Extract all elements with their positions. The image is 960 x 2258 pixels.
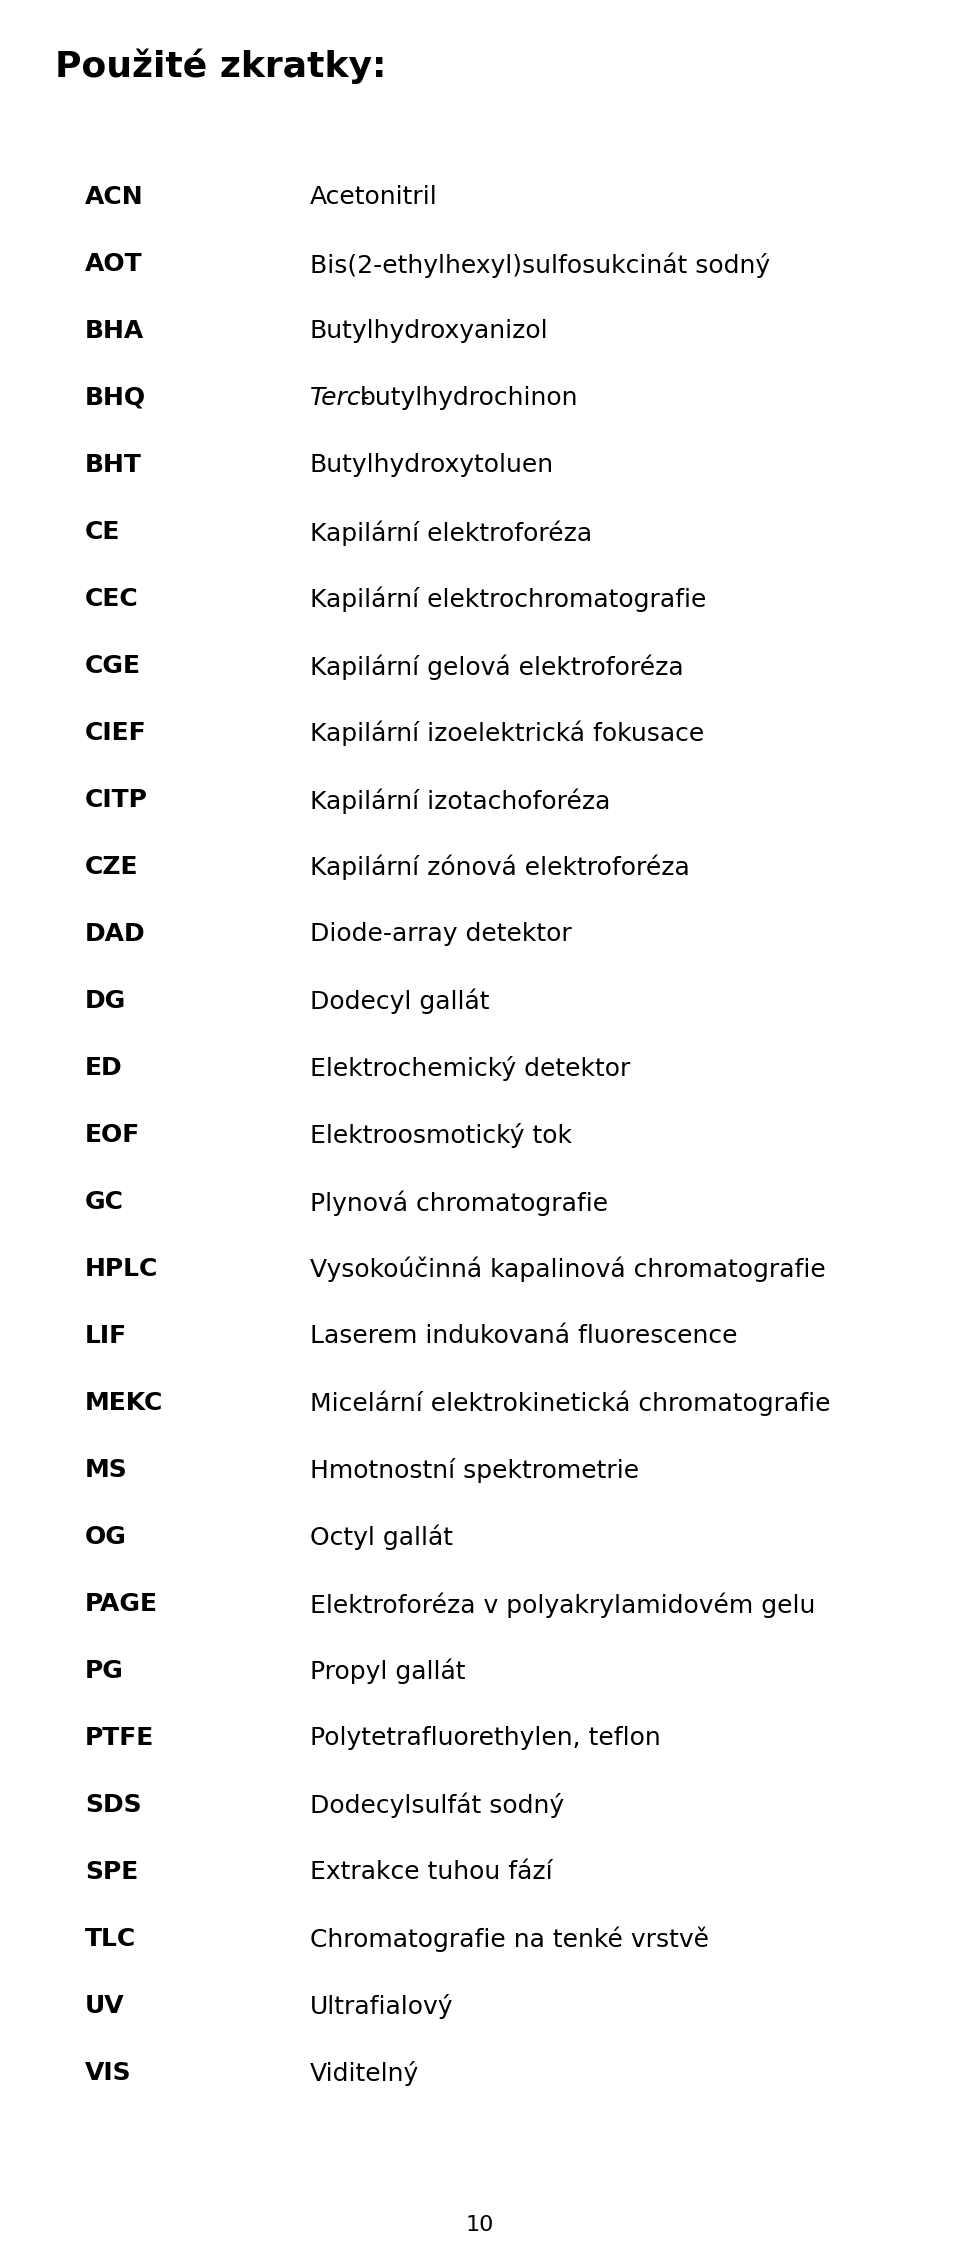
- Text: HPLC: HPLC: [85, 1258, 158, 1280]
- Text: CGE: CGE: [85, 655, 141, 677]
- Text: ACN: ACN: [85, 185, 144, 210]
- Text: DG: DG: [85, 989, 127, 1014]
- Text: Propyl gallát: Propyl gallát: [310, 1660, 466, 1684]
- Text: Hmotnostní spektrometrie: Hmotnostní spektrometrie: [310, 1459, 639, 1484]
- Text: Kapilární gelová elektroforéza: Kapilární gelová elektroforéza: [310, 655, 684, 680]
- Text: Dodecyl gallát: Dodecyl gallát: [310, 989, 490, 1014]
- Text: Polytetrafluorethylen, teflon: Polytetrafluorethylen, teflon: [310, 1725, 660, 1750]
- Text: BHT: BHT: [85, 454, 142, 476]
- Text: Kapilární zónová elektroforéza: Kapilární zónová elektroforéza: [310, 856, 689, 881]
- Text: Chromatografie na tenké vrstvě: Chromatografie na tenké vrstvě: [310, 1926, 709, 1953]
- Text: VIS: VIS: [85, 2062, 132, 2084]
- Text: MEKC: MEKC: [85, 1391, 163, 1416]
- Text: Viditelný: Viditelný: [310, 2062, 420, 2086]
- Text: CE: CE: [85, 519, 120, 544]
- Text: Extrakce tuhou fází: Extrakce tuhou fází: [310, 1861, 553, 1883]
- Text: Micelární elektrokinetická chromatografie: Micelární elektrokinetická chromatografi…: [310, 1391, 830, 1416]
- Text: Dodecylsulfát sodný: Dodecylsulfát sodný: [310, 1793, 564, 1818]
- Text: LIF: LIF: [85, 1323, 127, 1348]
- Text: CZE: CZE: [85, 856, 138, 878]
- Text: CITP: CITP: [85, 788, 148, 813]
- Text: Kapilární izotachoforéza: Kapilární izotachoforéza: [310, 788, 611, 813]
- Text: 10: 10: [466, 2215, 494, 2235]
- Text: Octyl gallát: Octyl gallát: [310, 1524, 453, 1551]
- Text: PTFE: PTFE: [85, 1725, 155, 1750]
- Text: OG: OG: [85, 1524, 127, 1549]
- Text: Plynová chromatografie: Plynová chromatografie: [310, 1190, 608, 1215]
- Text: Použité zkratky:: Použité zkratky:: [55, 47, 386, 84]
- Text: Bis(2-ethylhexyl)sulfosukcinát sodný: Bis(2-ethylhexyl)sulfosukcinát sodný: [310, 253, 770, 278]
- Text: ED: ED: [85, 1057, 123, 1079]
- Text: SDS: SDS: [85, 1793, 142, 1818]
- Text: CIEF: CIEF: [85, 720, 147, 745]
- Text: PG: PG: [85, 1660, 124, 1682]
- Text: MS: MS: [85, 1459, 128, 1481]
- Text: Kapilární elektrochromatografie: Kapilární elektrochromatografie: [310, 587, 707, 612]
- Text: Diode-array detektor: Diode-array detektor: [310, 921, 572, 946]
- Text: GC: GC: [85, 1190, 124, 1215]
- Text: UV: UV: [85, 1994, 125, 2019]
- Text: Elektrochemický detektor: Elektrochemický detektor: [310, 1057, 631, 1082]
- Text: Terc-: Terc-: [310, 386, 371, 411]
- Text: Acetonitril: Acetonitril: [310, 185, 438, 210]
- Text: Vysokoúčinná kapalinová chromatografie: Vysokoúčinná kapalinová chromatografie: [310, 1258, 826, 1283]
- Text: Butylhydroxyanizol: Butylhydroxyanizol: [310, 318, 548, 343]
- Text: BHQ: BHQ: [85, 386, 146, 411]
- Text: Kapilární izoelektrická fokusace: Kapilární izoelektrická fokusace: [310, 720, 705, 747]
- Text: SPE: SPE: [85, 1861, 138, 1883]
- Text: EOF: EOF: [85, 1122, 140, 1147]
- Text: BHA: BHA: [85, 318, 144, 343]
- Text: Elektroforéza v polyakrylamidovém gelu: Elektroforéza v polyakrylamidovém gelu: [310, 1592, 815, 1617]
- Text: TLC: TLC: [85, 1926, 136, 1951]
- Text: Elektroosmotický tok: Elektroosmotický tok: [310, 1122, 572, 1147]
- Text: Ultrafialový: Ultrafialový: [310, 1994, 453, 2019]
- Text: CEC: CEC: [85, 587, 139, 612]
- Text: Kapilární elektroforéza: Kapilární elektroforéza: [310, 519, 592, 546]
- Text: Laserem indukovaná fluorescence: Laserem indukovaná fluorescence: [310, 1323, 737, 1348]
- Text: Butylhydroxytoluen: Butylhydroxytoluen: [310, 454, 554, 476]
- Text: PAGE: PAGE: [85, 1592, 158, 1617]
- Text: butylhydrochinon: butylhydrochinon: [360, 386, 579, 411]
- Text: AOT: AOT: [85, 253, 143, 275]
- Text: DAD: DAD: [85, 921, 146, 946]
